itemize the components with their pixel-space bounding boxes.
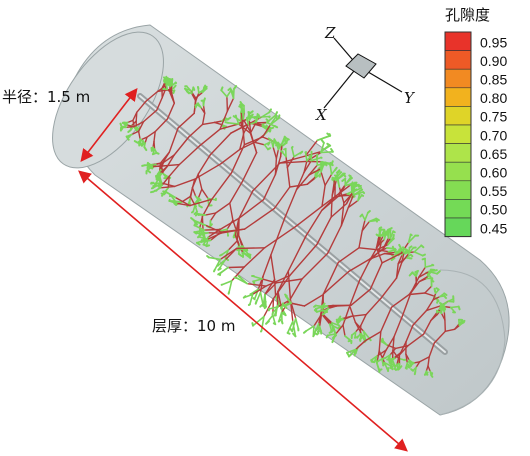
cylinder — [52, 24, 510, 416]
porosity-legend: 孔隙度 0.95 0.90 0.85 0.80 0.75 0.70 0.65 0.60 0.55… — [444, 6, 507, 238]
legend-tick-label: 0.95 — [480, 34, 507, 50]
legend-swatch — [444, 31, 472, 51]
legend-tick-label: 0.55 — [480, 183, 507, 199]
legend-tick-label: 0.85 — [480, 72, 507, 88]
legend-swatch — [444, 68, 472, 89]
thickness-label: 层厚：10 m — [152, 317, 235, 335]
radius-arrow — [80, 87, 138, 163]
axis-label-x: X — [315, 106, 328, 124]
legend-tick-label: 0.75 — [480, 109, 507, 125]
legend-swatch — [444, 161, 472, 182]
legend-tick-label: 0.45 — [480, 220, 507, 236]
legend-swatch — [444, 106, 472, 126]
legend-swatch — [444, 124, 472, 144]
legend-swatch — [444, 180, 472, 200]
orientation-triad: Z Y X — [315, 24, 416, 124]
axis-label-y: Y — [404, 89, 416, 107]
legend-title: 孔隙度 — [445, 6, 490, 24]
legend-tick-label: 0.65 — [480, 146, 507, 162]
legend-tick-label: 0.80 — [480, 90, 507, 106]
cylinder-far-end-rim — [439, 269, 506, 416]
triad-plane — [345, 53, 377, 79]
legend-swatch — [444, 143, 472, 163]
legend-swatch — [444, 217, 472, 237]
legend-tick-label: 0.50 — [480, 202, 507, 218]
thickness-arrow — [78, 170, 408, 452]
radius-label: 半径：1.5 m — [2, 88, 90, 106]
legend-swatch — [444, 50, 472, 70]
legend-swatch — [444, 199, 472, 219]
legend-tick-label: 0.60 — [480, 165, 507, 181]
legend-swatch — [444, 87, 472, 107]
legend-tick-label: 0.70 — [480, 127, 507, 143]
legend-tick-label: 0.90 — [480, 53, 507, 69]
axis-label-z: Z — [324, 24, 336, 42]
